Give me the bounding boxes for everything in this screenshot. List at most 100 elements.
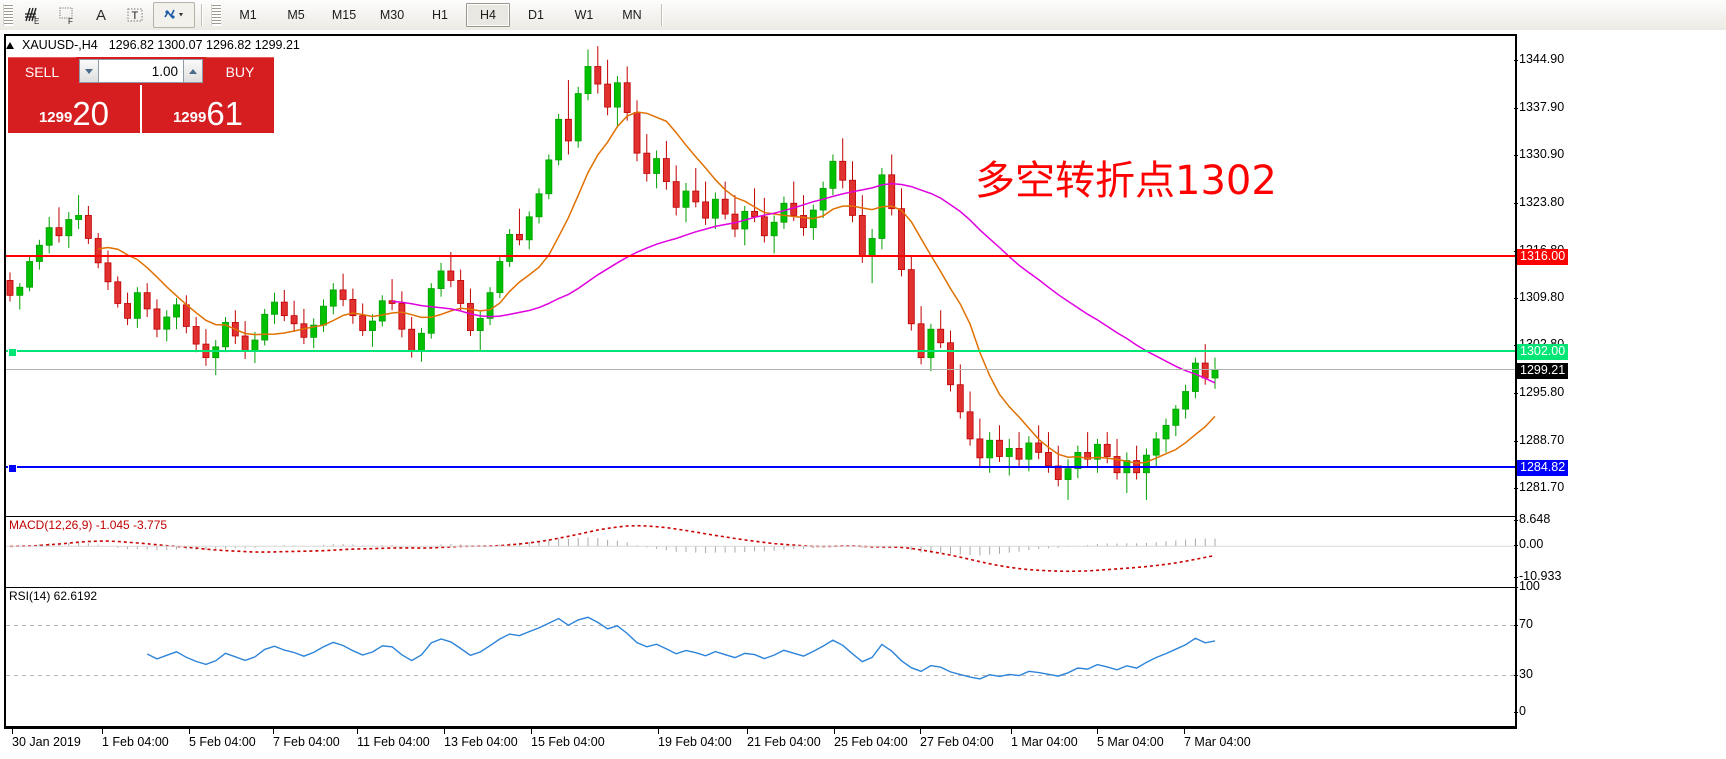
date-label: 13 Feb 04:00 (444, 735, 518, 749)
macd-pane: MACD(12,26,9) -1.045 -3.775 (6, 516, 1515, 585)
price-scale[interactable]: 1344.901337.901330.901323.801316.801309.… (1513, 34, 1724, 728)
price-tick: 1309.80 (1513, 290, 1565, 305)
text-tool-icon[interactable]: A (95, 6, 106, 24)
macd-plot[interactable] (6, 517, 1515, 585)
indicators-glyph: E (25, 7, 39, 25)
level-line-handle[interactable] (8, 464, 17, 474)
price-tick: 1330.90 (1513, 147, 1565, 162)
price-tick: 1337.90 (1513, 99, 1565, 114)
timeframe-h4[interactable]: H4 (466, 3, 510, 27)
volume-increase-button[interactable] (183, 59, 203, 83)
svg-text:F: F (68, 17, 73, 25)
timeframe-m1[interactable]: M1 (239, 8, 257, 22)
toolbar-separator-right (661, 4, 663, 26)
buy-price-pips: 61 (206, 95, 244, 132)
date-label: 7 Feb 04:00 (273, 735, 340, 749)
toolbar-separator (201, 4, 203, 26)
timeframe-h1[interactable]: H1 (432, 8, 448, 22)
templates-icon[interactable]: F (51, 2, 83, 28)
date-label: 5 Feb 04:00 (189, 735, 256, 749)
price-pane (6, 36, 1515, 510)
one-click-trading-panel: SELL 1.00 BUY 1299 20 1299 61 (8, 57, 274, 133)
date-tick (273, 729, 274, 734)
price-tick: 1288.70 (1513, 432, 1565, 447)
date-label: 27 Feb 04:00 (920, 735, 994, 749)
objects-glyph (164, 9, 183, 19)
collapse-triangle-icon[interactable] (6, 41, 14, 49)
bid-price-line (6, 369, 1515, 371)
timeframe-grip[interactable] (211, 4, 221, 26)
sell-price-prefix: 1299 (38, 109, 73, 126)
timeframe-m15[interactable]: M15 (331, 8, 357, 22)
buy-price-display[interactable]: 1299 61 (140, 85, 274, 133)
chart-text-annotation[interactable]: 多空转折点1302 (975, 158, 1277, 204)
timeframe-m5[interactable]: M5 (287, 8, 305, 22)
sell-price-pips: 20 (72, 95, 110, 132)
price-tag-support[interactable]: 1284.82 (1517, 460, 1569, 477)
oct-top-row: SELL 1.00 BUY (8, 57, 274, 85)
svg-text:E: E (34, 17, 39, 25)
rsi-plot[interactable] (6, 588, 1515, 713)
macd-scale-tick: 8.648 (1513, 512, 1551, 527)
price-tick: 1323.80 (1513, 195, 1565, 210)
chevron-down-icon (85, 68, 93, 74)
price-tag-bid[interactable]: 1299.21 (1517, 362, 1569, 379)
rsi-scale-tick: 100 (1514, 579, 1540, 593)
date-tick (531, 729, 532, 734)
volume-decrease-button[interactable] (79, 59, 99, 83)
level-line-resistance[interactable] (6, 255, 1515, 258)
main-toolbar: E F A T M1 M5 M15 M30 H1 H4 D1 W1 MN (0, 0, 1726, 31)
chevron-up-icon (189, 68, 197, 74)
buy-button[interactable]: BUY (206, 57, 274, 85)
rsi-scale-tick: 0 (1514, 704, 1526, 718)
level-line-pivot[interactable] (6, 349, 1515, 352)
price-tick: 1344.90 (1513, 52, 1565, 67)
date-tick (12, 729, 13, 734)
price-tag-pivot[interactable]: 1302.00 (1517, 343, 1569, 360)
date-tick (102, 729, 103, 734)
sell-price-display[interactable]: 1299 20 (8, 85, 140, 133)
toolbar-grip[interactable] (3, 4, 13, 26)
macd-scale-tick: -10.933 (1513, 568, 1562, 583)
timeframe-d1[interactable]: D1 (528, 8, 544, 22)
date-tick (920, 729, 921, 734)
date-axis[interactable]: 30 Jan 2019 1 Feb 04:00 5 Feb 04:00 7 Feb 0… (4, 728, 1517, 756)
date-tick (1097, 729, 1098, 734)
timeframe-w1[interactable]: W1 (574, 8, 594, 22)
chart-window: XAUUSD-,H4 1296.82 1300.07 1296.82 1299.… (0, 30, 1726, 759)
date-tick (1011, 729, 1012, 734)
indicators-icon[interactable]: E (17, 2, 49, 28)
date-label: 11 Feb 04:00 (357, 735, 430, 749)
text-label-glyph: T (127, 8, 143, 22)
date-label: 25 Feb 04:00 (834, 735, 908, 749)
date-label: 30 Jan 2019 (12, 735, 81, 749)
timeframe-mn[interactable]: MN (622, 8, 642, 22)
price-plot[interactable] (6, 36, 1515, 510)
chart-symbol-label: XAUUSD-,H4 (22, 38, 98, 52)
date-label: 5 Mar 04:00 (1097, 735, 1164, 749)
price-tick: 1281.70 (1513, 480, 1565, 495)
price-tag-resistance[interactable]: 1316.00 (1517, 249, 1569, 266)
volume-input[interactable]: 1.00 (99, 59, 183, 83)
date-label: 1 Mar 04:00 (1011, 735, 1078, 749)
date-tick (189, 729, 190, 734)
timeframe-m30[interactable]: M30 (379, 8, 405, 22)
date-tick (1184, 729, 1185, 734)
rsi-scale-tick: 70 (1514, 616, 1533, 631)
rsi-pane: RSI(14) 62.6192 (6, 587, 1515, 713)
macd-scale-tick: 0.00 (1513, 537, 1544, 552)
objects-icon[interactable] (153, 2, 195, 28)
date-tick (658, 729, 659, 734)
price-tick: 1295.80 (1513, 384, 1565, 399)
sell-button[interactable]: SELL (8, 57, 76, 85)
chart-border (4, 34, 1517, 728)
macd-label: MACD(12,26,9) -1.045 -3.775 (9, 518, 168, 532)
buy-price-prefix: 1299 (172, 109, 207, 126)
volume-control: 1.00 (76, 57, 206, 85)
oct-price-row: 1299 20 1299 61 (8, 85, 274, 133)
level-line-support[interactable] (6, 466, 1515, 469)
templates-glyph: F (59, 7, 73, 25)
level-line-handle[interactable] (8, 347, 17, 357)
date-label: 15 Feb 04:00 (531, 735, 605, 749)
text-label-icon[interactable]: T (119, 2, 151, 28)
